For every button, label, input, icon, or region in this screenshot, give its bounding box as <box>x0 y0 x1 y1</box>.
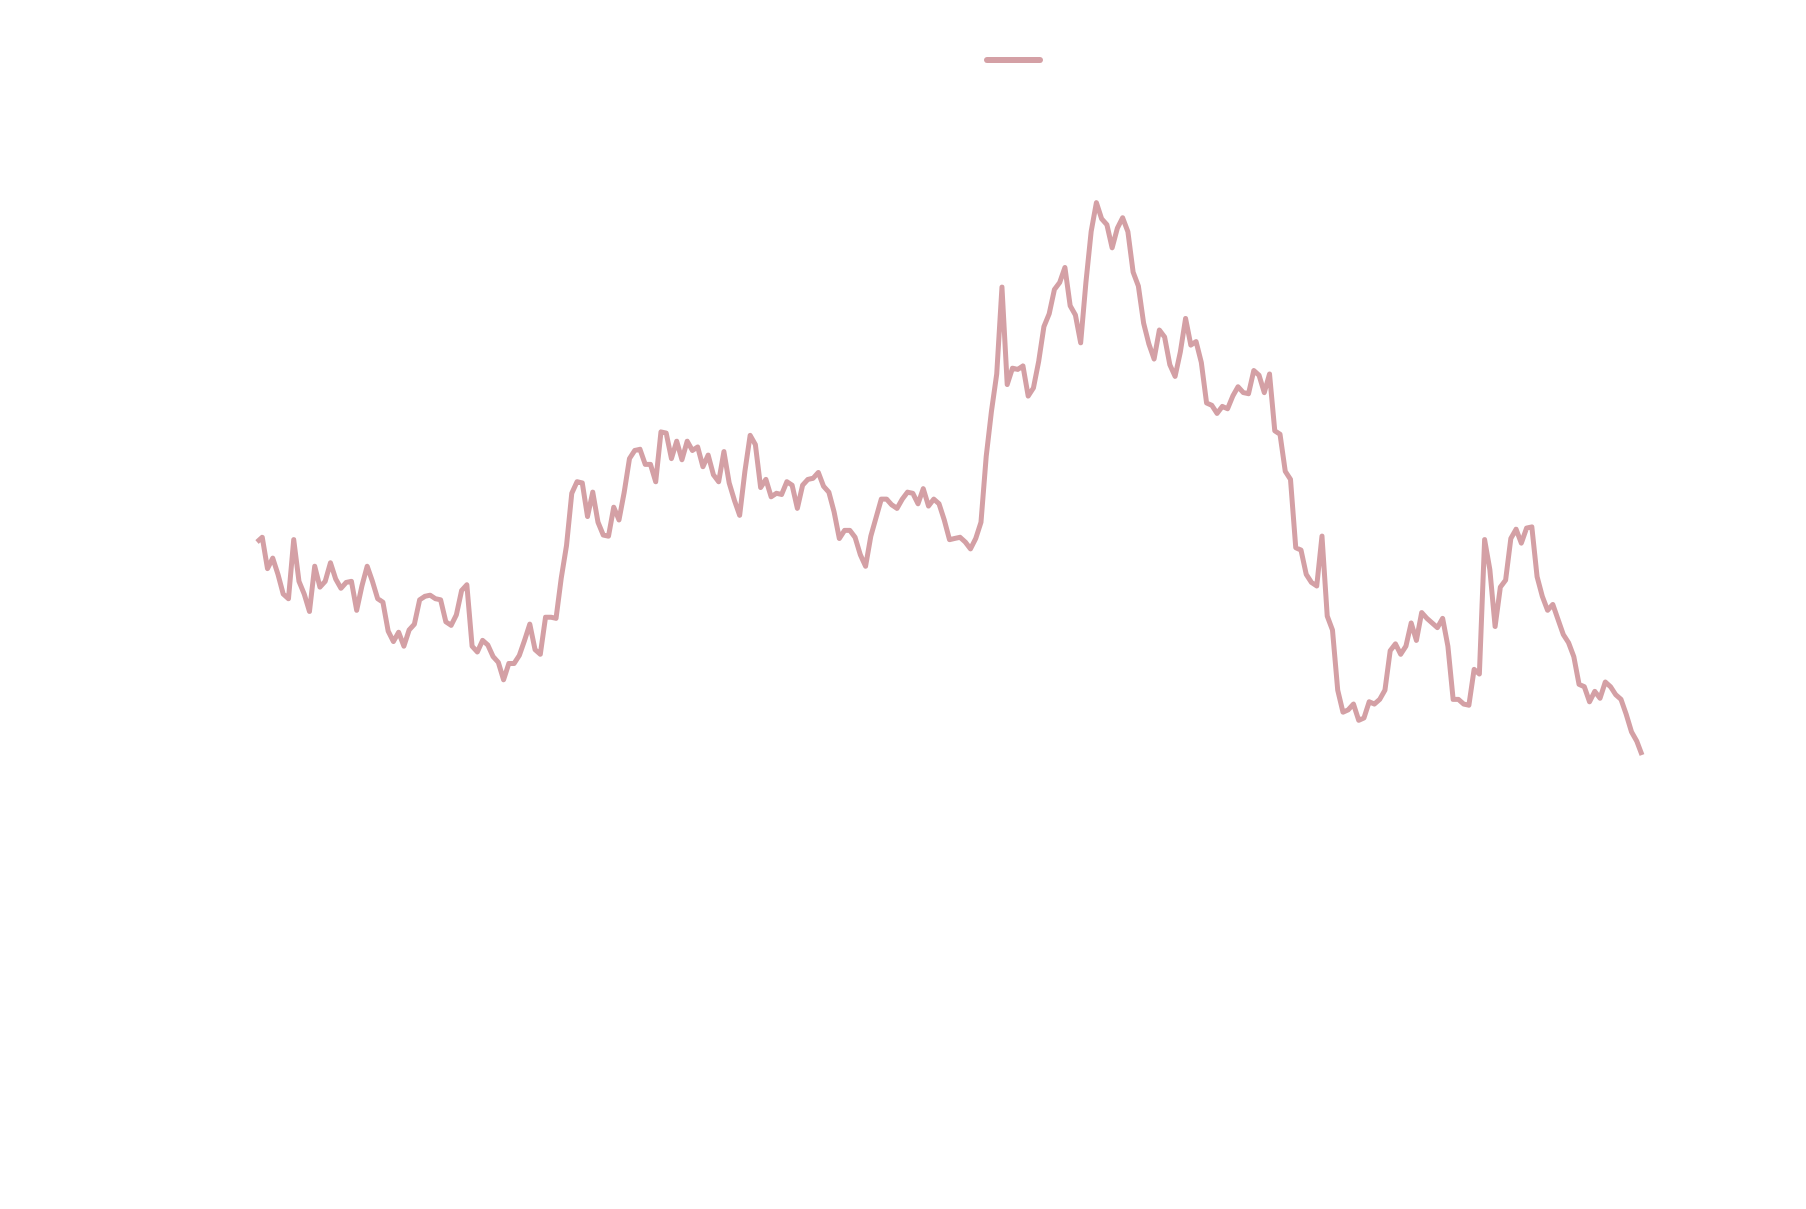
line-series <box>255 200 1645 756</box>
